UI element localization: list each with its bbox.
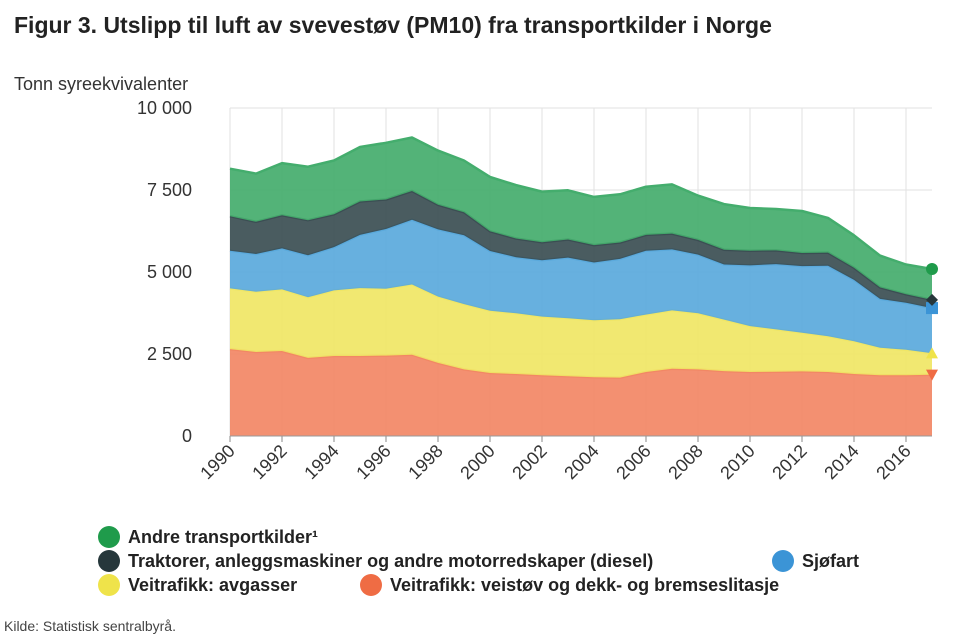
x-tick-label-2010: 2010 xyxy=(716,441,758,483)
x-tick-label-2016: 2016 xyxy=(872,441,914,483)
legend-item-sjofart[interactable]: Sjøfart xyxy=(772,550,859,572)
x-tick-label-2000: 2000 xyxy=(456,441,498,483)
x-tick-label-1994: 1994 xyxy=(300,441,342,483)
y-tick-label-7500: 7 500 xyxy=(147,180,192,200)
stacked-area-chart: 0 2 500 5 000 7 500 10 000 1990 1992 1994 1996 19… xyxy=(137,98,938,483)
area-traktorer-anleggsmaskiner-og-andre-motorredskaper-diesel xyxy=(230,191,932,309)
legend-label-sjofart: Sjøfart xyxy=(802,550,860,571)
yellow-circle-icon xyxy=(98,574,120,596)
end-marker-sjofart xyxy=(926,302,938,315)
x-tick-label-2014: 2014 xyxy=(820,441,862,483)
orange-circle-icon xyxy=(360,574,382,596)
x-tick-label-1998: 1998 xyxy=(404,441,446,483)
y-tick-label-10000: 10 000 xyxy=(137,98,192,118)
x-tick-label-2004: 2004 xyxy=(560,441,602,483)
dark-circle-icon xyxy=(98,550,120,572)
end-marker-andre xyxy=(926,263,938,276)
legend-item-traktorer[interactable]: Traktorer, anleggsmaskiner og andre moto… xyxy=(98,550,653,572)
x-tick-label-2006: 2006 xyxy=(612,441,654,483)
legend-label-andre: Andre transportkilder¹ xyxy=(128,526,319,547)
x-tick-label-1996: 1996 xyxy=(352,441,394,483)
area-veitrafikk-avgasser xyxy=(230,284,932,378)
source-note: Kilde: Statistisk sentralbyrå. xyxy=(4,618,176,634)
line-andre-transportkilder xyxy=(229,136,933,271)
area-andre-transportkilder xyxy=(230,137,932,300)
y-tick-label-5000: 5 000 xyxy=(147,262,192,282)
x-tick-label-2012: 2012 xyxy=(768,441,810,483)
x-tick-label-2008: 2008 xyxy=(664,441,706,483)
end-marker-veistov xyxy=(926,369,938,381)
end-marker-avgasser xyxy=(926,347,938,359)
y-axis-label: Tonn syreekvivalenter xyxy=(14,74,189,94)
y-tick-label-2500: 2 500 xyxy=(147,344,192,364)
area-veitrafikk-veist-v-og-dekk-og-bremseslitasje xyxy=(230,349,932,436)
x-tick-label-2002: 2002 xyxy=(508,441,550,483)
legend-item-veistov[interactable]: Veitrafikk: veistøv og dekk- og bremsesl… xyxy=(360,574,779,596)
legend-label-avgasser: Veitrafikk: avgasser xyxy=(128,574,298,595)
end-marker-traktorer xyxy=(926,293,938,306)
x-tick-label-1990: 1990 xyxy=(196,441,238,483)
blue-circle-icon xyxy=(772,550,794,572)
legend-label-veistov: Veitrafikk: veistøv og dekk- og bremsesl… xyxy=(390,574,780,595)
legend-label-traktorer: Traktorer, anleggsmaskiner og andre moto… xyxy=(128,550,654,571)
page-title: Figur 3. Utslipp til luft av svevestøv (… xyxy=(14,12,772,38)
legend-item-avgasser[interactable]: Veitrafikk: avgasser xyxy=(98,574,297,596)
area-sj-fart xyxy=(230,219,932,354)
y-tick-label-0: 0 xyxy=(182,426,192,446)
legend-item-andre[interactable]: Andre transportkilder¹ xyxy=(98,526,318,548)
green-circle-icon xyxy=(98,526,120,548)
x-tick-label-1992: 1992 xyxy=(248,441,290,483)
